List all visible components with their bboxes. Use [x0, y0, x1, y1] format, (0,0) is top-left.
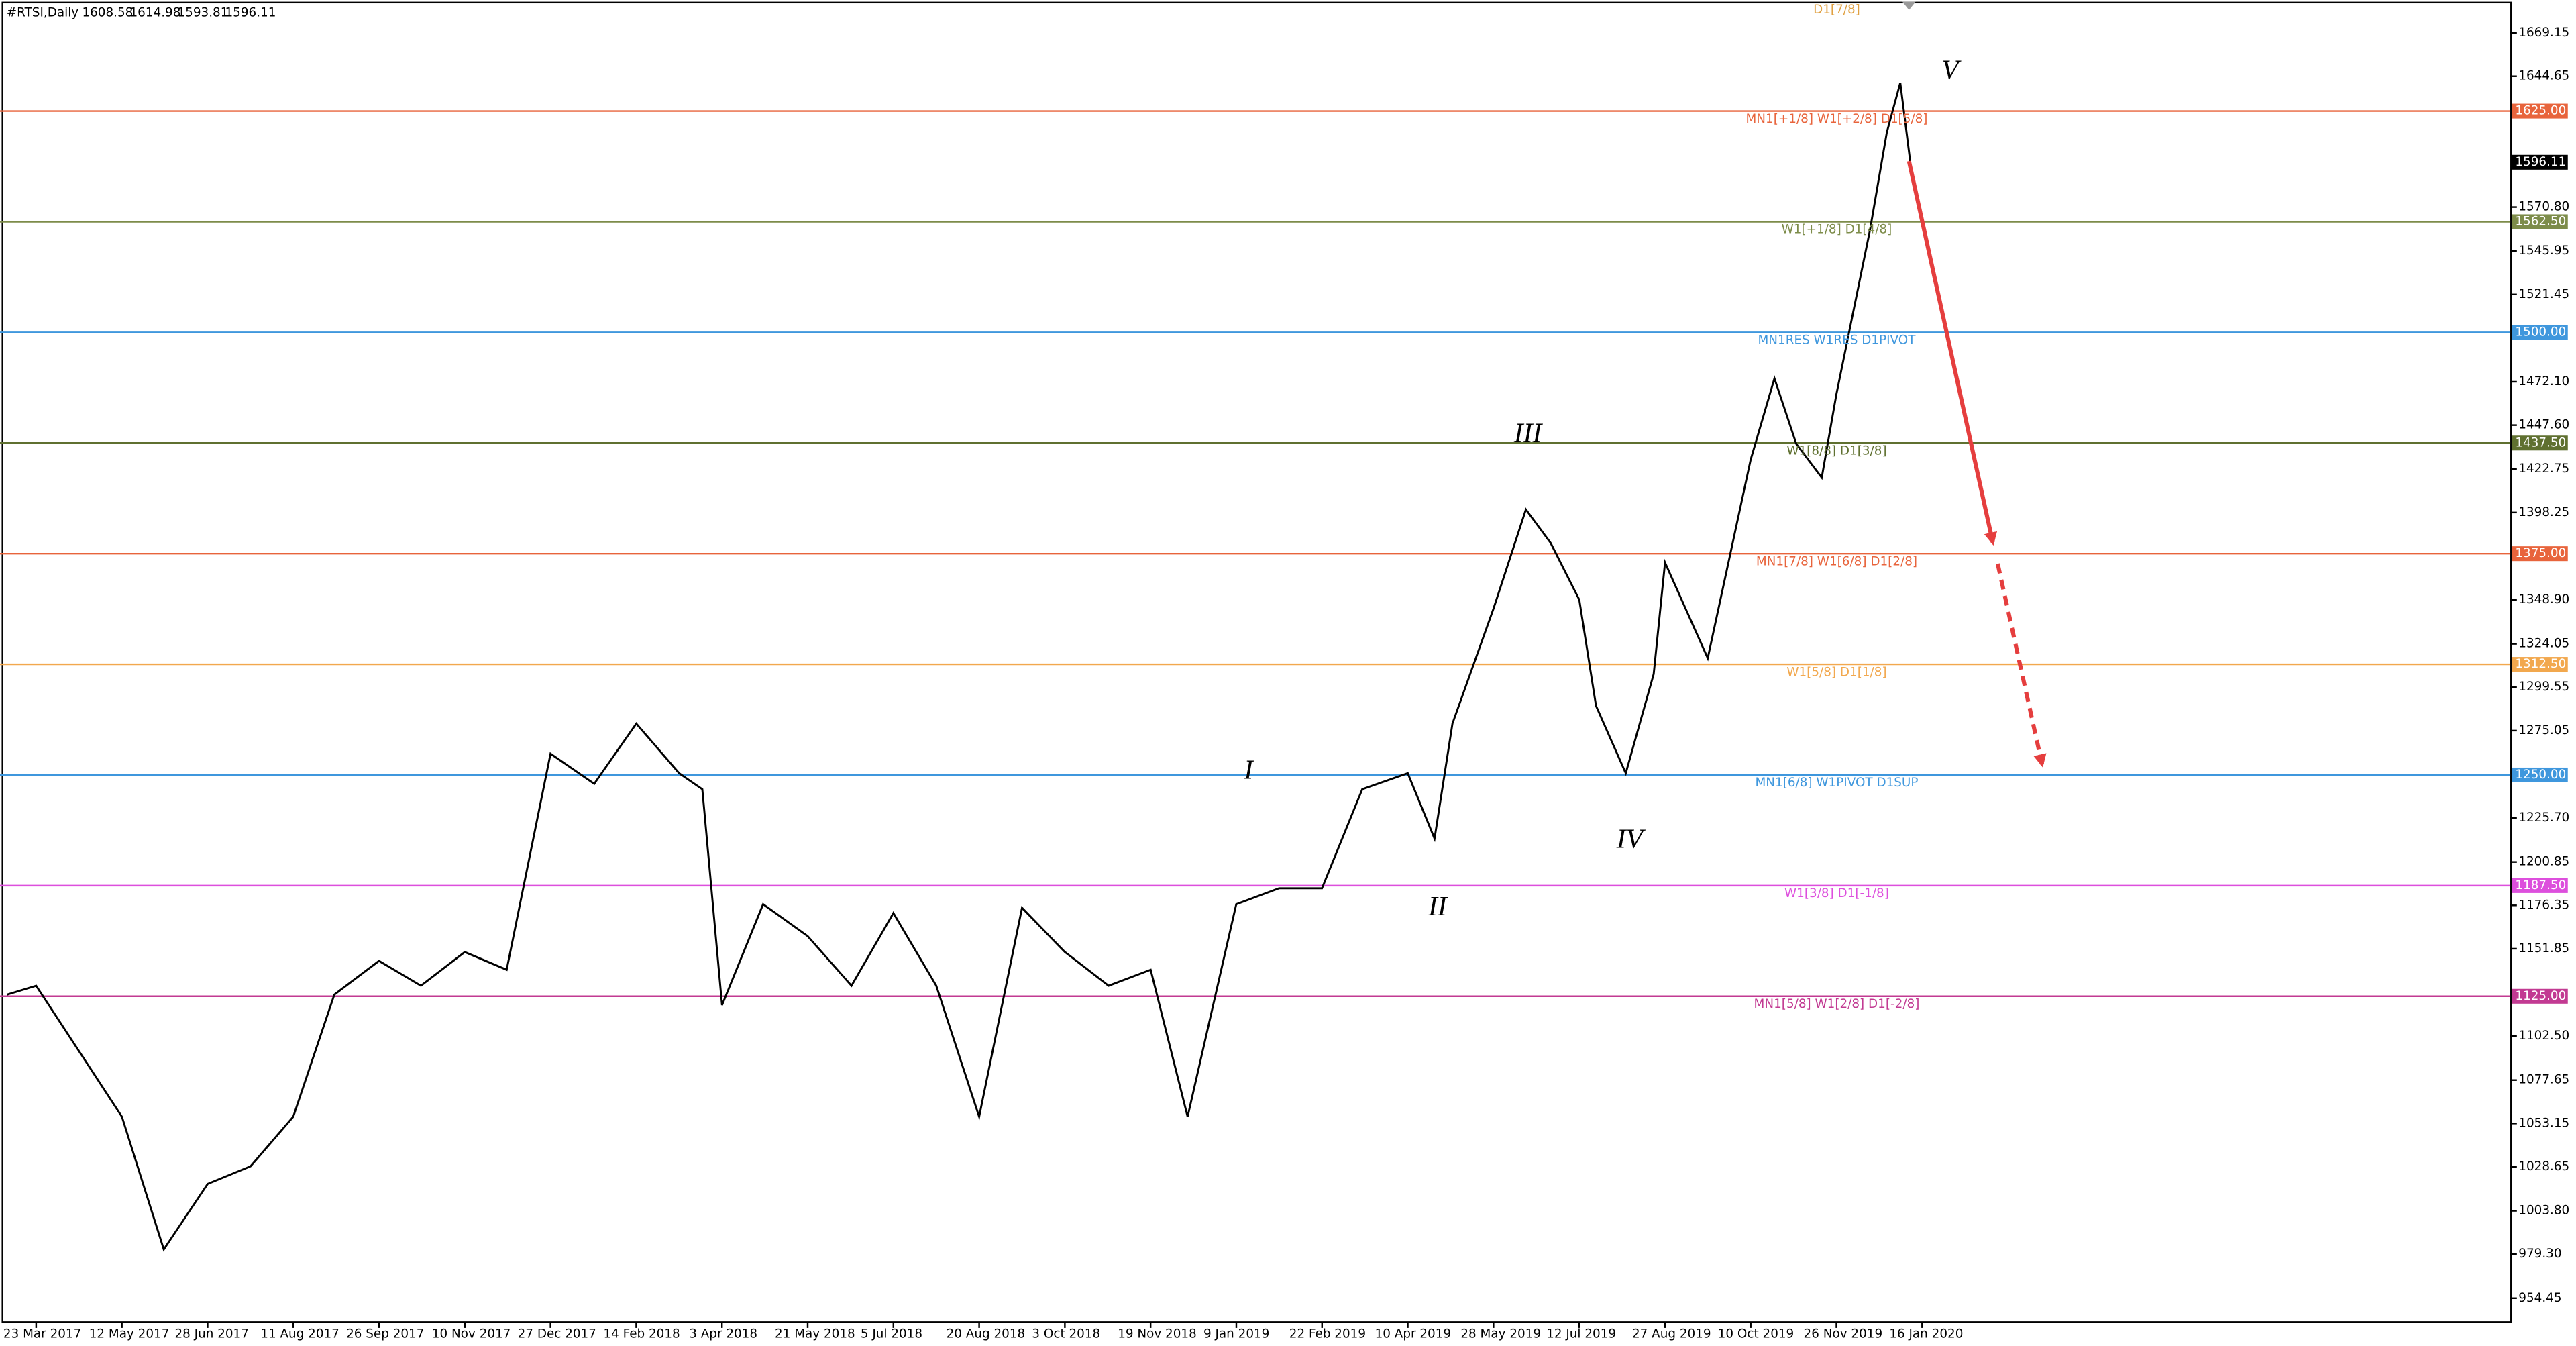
level-price-label: 1187.50 — [2515, 878, 2566, 892]
y-tick-label: 979.30 — [2518, 1247, 2561, 1261]
level-price-box — [2512, 657, 2568, 672]
y-tick-label: 1644.65 — [2518, 69, 2569, 83]
y-tick-label: 1422.75 — [2518, 462, 2569, 476]
level-text: MN1[7/8] W1[6/8] D1[2/8] — [1756, 554, 1917, 568]
wave-label: I — [1243, 755, 1254, 786]
y-tick-label: 1028.65 — [2518, 1159, 2569, 1174]
level-price-label: 1437.50 — [2515, 435, 2566, 450]
x-tick-label: 19 Nov 2018 — [1118, 1327, 1197, 1341]
y-tick-label: 1176.35 — [2518, 898, 2569, 912]
x-tick-label: 23 Mar 2017 — [3, 1327, 81, 1341]
ohlc-close: 1596.11 — [225, 6, 276, 20]
x-tick-label: 16 Jan 2020 — [1889, 1327, 1963, 1341]
y-tick-label: 1447.60 — [2518, 418, 2569, 432]
x-tick-label: 10 Apr 2019 — [1375, 1327, 1452, 1341]
x-tick-label: 10 Oct 2019 — [1718, 1327, 1794, 1341]
x-tick-label: 12 Jul 2019 — [1546, 1327, 1616, 1341]
y-tick-label: 1053.15 — [2518, 1116, 2569, 1130]
symbol: #RTSI,Daily — [7, 6, 79, 20]
x-tick-label: 28 May 2019 — [1460, 1327, 1541, 1341]
level-price-box — [2512, 767, 2568, 783]
top-level-note: D1[7/8] — [1813, 3, 1860, 17]
x-tick-label: 5 Jul 2018 — [861, 1327, 922, 1341]
y-tick-label: 1398.25 — [2518, 505, 2569, 519]
x-tick-label: 21 May 2018 — [775, 1327, 855, 1341]
wave-label: II — [1428, 891, 1448, 922]
level-price-box — [2512, 546, 2568, 562]
level-price-box — [2512, 214, 2568, 229]
wave-label: III — [1513, 418, 1544, 449]
y-tick-label: 1348.90 — [2518, 592, 2569, 607]
y-tick-label: 1225.70 — [2518, 811, 2569, 825]
level-price-label: 1500.00 — [2515, 325, 2566, 339]
x-tick-label: 22 Feb 2019 — [1289, 1327, 1366, 1341]
current-price-label: 1596.11 — [2515, 155, 2566, 169]
level-text: MN1[5/8] W1[2/8] D1[-2/8] — [1754, 997, 1920, 1011]
x-tick-label: 3 Oct 2018 — [1032, 1327, 1100, 1341]
level-price-label: 1625.00 — [2515, 104, 2566, 118]
x-tick-label: 28 Jun 2017 — [174, 1327, 248, 1341]
level-price-box — [2512, 878, 2568, 893]
level-price-box — [2512, 103, 2568, 119]
level-text: MN1[+1/8] W1[+2/8] D1[5/8] — [1746, 112, 1927, 126]
wave-label: V — [1941, 54, 1962, 85]
level-price-label: 1312.50 — [2515, 657, 2566, 671]
x-tick-label: 20 Aug 2018 — [947, 1327, 1026, 1341]
y-tick-label: 1200.85 — [2518, 855, 2569, 869]
level-text: W1[8/8] D1[3/8] — [1786, 444, 1886, 458]
x-tick-label: 12 May 2017 — [89, 1327, 170, 1341]
x-tick-label: 27 Dec 2017 — [518, 1327, 596, 1341]
level-price-label: 1250.00 — [2515, 768, 2566, 782]
level-price-label: 1125.00 — [2515, 989, 2566, 1003]
level-text: MN1[6/8] W1PIVOT D1SUP — [1755, 776, 1918, 790]
current-price-box — [2512, 154, 2568, 170]
level-price-label: 1562.50 — [2515, 214, 2566, 228]
forecast-arrow — [1907, 160, 1998, 546]
level-price-label: 1375.00 — [2515, 546, 2566, 560]
level-text: MN1RES W1RES D1PIVOT — [1758, 333, 1916, 348]
level-price-box — [2512, 325, 2568, 340]
y-tick-label: 1521.45 — [2518, 287, 2569, 301]
y-tick-label: 1545.95 — [2518, 244, 2569, 258]
ohlc-low: 1593.81 — [177, 6, 228, 20]
x-tick-label: 9 Jan 2019 — [1203, 1327, 1269, 1341]
ohlc-high: 1614.98 — [129, 6, 180, 20]
y-tick-label: 1151.85 — [2518, 941, 2569, 955]
level-text: W1[5/8] D1[1/8] — [1786, 665, 1886, 679]
wave-label: IV — [1616, 824, 1646, 855]
x-tick-label: 3 Apr 2018 — [689, 1327, 757, 1341]
y-tick-label: 1003.80 — [2518, 1204, 2569, 1218]
plot-frame — [1, 1, 2512, 1323]
y-tick-label: 1669.15 — [2518, 25, 2569, 40]
x-tick-label: 11 Aug 2017 — [260, 1327, 339, 1341]
y-tick-label: 1570.80 — [2518, 200, 2569, 214]
x-tick-label: 27 Aug 2019 — [1632, 1327, 1711, 1341]
shift-marker — [1902, 1, 1916, 10]
level-price-box — [2512, 988, 2568, 1004]
y-tick-label: 1077.65 — [2518, 1073, 2569, 1087]
level-price-box — [2512, 435, 2568, 451]
y-tick-label: 954.45 — [2518, 1291, 2561, 1305]
x-tick-label: 10 Nov 2017 — [432, 1327, 511, 1341]
x-tick-label: 14 Feb 2018 — [603, 1327, 680, 1341]
y-tick-label: 1102.50 — [2518, 1029, 2569, 1043]
forecast-arrow-dashed — [1995, 563, 2047, 768]
level-text: W1[3/8] D1[-1/8] — [1784, 886, 1889, 900]
x-tick-label: 26 Sep 2017 — [346, 1327, 424, 1341]
plot — [0, 82, 2511, 1252]
y-tick-label: 1299.55 — [2518, 680, 2569, 694]
ohlc-open: 1608.58 — [82, 6, 133, 20]
y-tick-label: 1324.05 — [2518, 637, 2569, 651]
level-text: W1[+1/8] D1[4/8] — [1782, 223, 1892, 237]
price-line — [7, 82, 1912, 1252]
x-tick-label: 26 Nov 2019 — [1804, 1327, 1883, 1341]
y-tick-label: 1472.10 — [2518, 374, 2569, 389]
y-tick-label: 1275.05 — [2518, 723, 2569, 737]
